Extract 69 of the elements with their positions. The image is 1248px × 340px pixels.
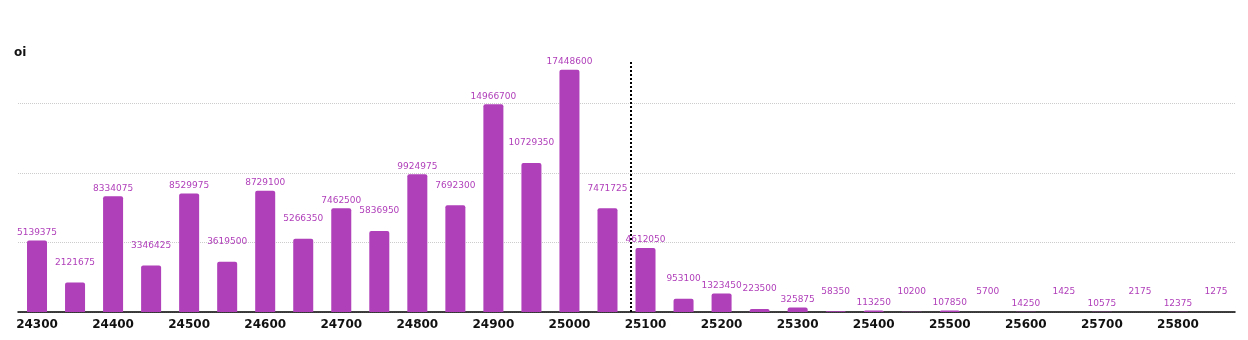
- x-tick-label: 25700: [1081, 317, 1123, 331]
- x-tick-label: 25200: [700, 317, 743, 331]
- bar: [521, 162, 542, 312]
- data-label: 2175: [1128, 286, 1152, 297]
- data-label: 12375: [1163, 298, 1193, 309]
- data-label: 1425: [1052, 286, 1076, 297]
- data-label: 953100: [666, 273, 701, 284]
- bar: [141, 265, 162, 312]
- data-label: 4612050: [625, 234, 666, 245]
- x-tick-label: 25300: [776, 317, 819, 331]
- data-label: 10200: [897, 286, 927, 297]
- data-label: 1275: [1204, 286, 1228, 297]
- bar: [597, 208, 618, 312]
- y-axis-title: oi: [14, 45, 27, 59]
- bar: [483, 104, 504, 312]
- data-label: 7462500: [321, 194, 362, 205]
- data-label: 2121675: [55, 257, 96, 268]
- bar: [103, 196, 124, 312]
- data-label: 7692300: [435, 179, 476, 190]
- data-label: 14250: [1011, 298, 1041, 309]
- bar: [179, 193, 200, 312]
- data-label: 14966700: [470, 90, 517, 101]
- data-label: 7471725: [587, 182, 628, 193]
- bar: [255, 190, 276, 312]
- bar: [369, 230, 390, 312]
- data-label: 9924975: [397, 160, 438, 171]
- data-label: 8729100: [245, 177, 286, 188]
- data-label: 5700: [976, 286, 1000, 297]
- x-tick-label: 24300: [16, 317, 58, 331]
- data-label: 3619500: [207, 236, 248, 247]
- bar: [407, 174, 428, 312]
- data-label: 8334075: [93, 182, 134, 193]
- data-label: 8529975: [169, 180, 210, 191]
- data-label: 17448600: [546, 56, 593, 67]
- bar: [217, 261, 238, 312]
- data-label: 223500: [742, 283, 778, 294]
- x-tick-label: 24800: [396, 317, 439, 331]
- x-tick-label: 25000: [548, 317, 591, 331]
- data-label: 1323450: [701, 280, 742, 291]
- bar: [635, 247, 656, 312]
- data-label: 5139375: [16, 227, 58, 238]
- bar: [787, 307, 808, 312]
- x-tick-label: 25600: [1004, 317, 1047, 331]
- data-label: 113250: [856, 296, 892, 307]
- bar: [559, 69, 580, 312]
- bar: [331, 208, 352, 312]
- bar: [673, 298, 694, 312]
- x-tick-label: 24500: [168, 317, 211, 331]
- x-tick-label: 24600: [244, 317, 287, 331]
- data-label: 3346425: [131, 240, 172, 251]
- bar: [65, 282, 86, 312]
- data-label: 5836950: [359, 205, 400, 216]
- bar: [293, 238, 314, 312]
- bar: [711, 293, 732, 312]
- x-tick-label: 24900: [472, 317, 515, 331]
- bar: [27, 240, 48, 312]
- x-tick-label: 24700: [320, 317, 363, 331]
- data-label: 5266350: [283, 213, 324, 224]
- data-label: 58350: [821, 285, 851, 296]
- data-label: 10575: [1087, 298, 1117, 309]
- x-tick-label: 24400: [92, 317, 134, 331]
- x-tick-label: 25100: [624, 317, 667, 331]
- x-tick-label: 25400: [852, 317, 895, 331]
- x-tick-label: 25800: [1157, 317, 1199, 331]
- bar: [445, 205, 466, 312]
- data-label: 325875: [780, 293, 815, 304]
- x-tick-label: 25500: [928, 317, 971, 331]
- data-label: 107850: [932, 297, 968, 307]
- data-label: 10729350: [508, 137, 555, 148]
